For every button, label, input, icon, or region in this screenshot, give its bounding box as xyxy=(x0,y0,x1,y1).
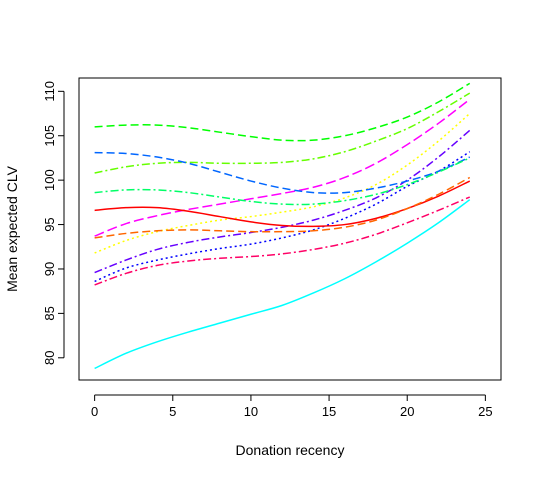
x-tick-label: 20 xyxy=(400,404,414,419)
y-tick-label: 110 xyxy=(42,81,57,102)
y-axis: 80 85 90 95 100 105 110 xyxy=(42,81,65,365)
y-tick-label: 80 xyxy=(42,351,57,365)
y-tick-label: 90 xyxy=(42,262,57,276)
y-tick-label: 85 xyxy=(42,306,57,320)
y-tick-label: 105 xyxy=(42,125,57,147)
series-line-2 xyxy=(94,92,471,174)
series-line-10 xyxy=(94,176,471,239)
y-tick-label: 95 xyxy=(42,217,57,231)
series-layer xyxy=(94,82,471,370)
y-axis-title: Mean expected CLV xyxy=(4,165,20,291)
x-tick-label: 5 xyxy=(169,404,176,419)
x-tick-label: 25 xyxy=(478,404,492,419)
series-line-5 xyxy=(94,129,471,274)
series-line-3 xyxy=(94,98,471,237)
x-tick-label: 0 xyxy=(91,404,98,419)
series-line-4 xyxy=(94,112,471,254)
series-line-7 xyxy=(94,151,471,194)
x-axis: 0 5 10 15 20 25 xyxy=(91,394,493,419)
x-tick-label: 15 xyxy=(322,404,336,419)
plot-frame xyxy=(78,77,502,381)
series-line-6 xyxy=(94,151,471,283)
x-tick-label: 10 xyxy=(244,404,258,419)
y-tick-label: 100 xyxy=(42,169,57,191)
series-line-1 xyxy=(94,82,471,142)
series-line-8 xyxy=(94,157,471,206)
series-line-12 xyxy=(94,199,471,370)
x-axis-title: Donation recency xyxy=(236,442,345,458)
series-line-11 xyxy=(94,196,471,286)
